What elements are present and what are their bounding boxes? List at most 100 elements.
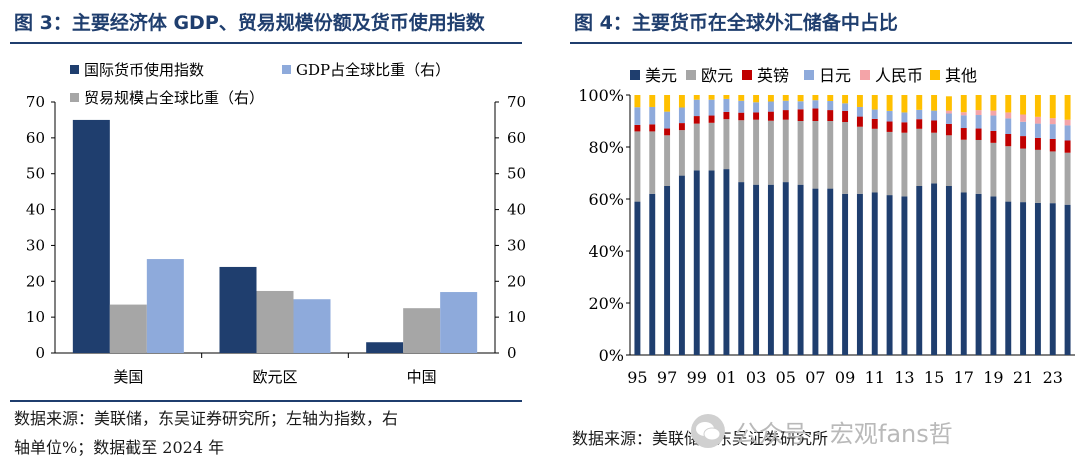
- bar-segment-欧元: [1064, 152, 1071, 205]
- bar-segment-美元: [916, 186, 923, 355]
- bar-segment-日元: [634, 107, 641, 125]
- right-y-tick-label: 10: [507, 308, 526, 326]
- right-y-tick-label: 30: [507, 236, 526, 254]
- legend-swatch-国际货币使用指数: [70, 65, 79, 74]
- legend-swatch-人民币: [860, 70, 870, 80]
- legend-label: 人民币: [875, 66, 923, 85]
- bar-segment-人民币: [1064, 119, 1071, 126]
- bar-segment-日元: [1064, 125, 1071, 141]
- bar-segment-英镑: [767, 111, 774, 121]
- bar-segment-欧元: [738, 120, 745, 183]
- bar-segment-日元: [753, 102, 760, 113]
- legend-label: 贸易规模占全球比重（右）: [84, 89, 264, 107]
- right-y-tick-label: 60: [507, 129, 526, 147]
- bar-segment-其他: [916, 95, 923, 110]
- bar-segment-日元: [901, 112, 908, 123]
- bar-segment-其他: [664, 95, 671, 112]
- bar-segment-其他: [856, 95, 863, 107]
- legend-label: 英镑: [757, 66, 789, 85]
- bar-segment-其他: [767, 95, 774, 102]
- x-tick-label: 03: [746, 368, 766, 387]
- bar-segment-美元: [767, 184, 774, 355]
- figure-3-source: 数据来源：美联储，东吴证券研究所；左轴为指数，右 轴单位%；数据截至 2024 …: [14, 404, 398, 462]
- bar-segment-欧元: [975, 139, 982, 194]
- x-tick-label: 95: [627, 368, 647, 387]
- legend-swatch-欧元: [686, 70, 696, 80]
- x-tick-label: 19: [983, 368, 1003, 387]
- bar-segment-英镑: [931, 120, 938, 133]
- bar-segment-日元: [1049, 124, 1056, 139]
- bar-segment-日元: [723, 98, 730, 112]
- bar-segment-美元: [797, 184, 804, 355]
- bar-segment-日元: [767, 101, 774, 112]
- x-tick-label: 01: [716, 368, 736, 387]
- left-y-tick-label: 10: [26, 308, 45, 326]
- bar-segment-日元: [738, 100, 745, 113]
- bar-segment-其他: [797, 95, 804, 102]
- y-tick-label: 0%: [599, 346, 624, 365]
- bar-segment-欧元: [1034, 149, 1041, 203]
- bar-segment-日元: [975, 115, 982, 129]
- x-tick-label: 21: [1013, 368, 1033, 387]
- bar-segment-欧元: [664, 135, 671, 186]
- bar-segment-英镑: [1020, 136, 1027, 149]
- bar-segment-其他: [708, 95, 715, 100]
- legend-label: GDP占全球比重（右）: [296, 61, 450, 79]
- bar-segment-日元: [812, 100, 819, 109]
- bar-segment-美元: [812, 188, 819, 355]
- bar-segment-其他: [901, 95, 908, 113]
- figure-4-chart: 0% 20% 40% 60% 80% 100% 95 97 99 01 03 05 07 09 11 13 15…: [578, 66, 1075, 387]
- bar-segment-美元: [649, 193, 656, 355]
- bar-segment-日元: [664, 111, 671, 129]
- bar-segment-英镑: [1049, 138, 1056, 152]
- bar-segment-美元: [827, 188, 834, 355]
- bar-segment-人民币: [960, 112, 967, 116]
- left-y-tick-label: 30: [26, 236, 45, 254]
- bar-segment-欧元: [1020, 148, 1027, 203]
- x-tick-label: 17: [954, 368, 974, 387]
- bar-segment-英镑: [1005, 134, 1012, 147]
- legend-label: 欧元: [701, 66, 733, 85]
- right-y-tick-label: 40: [507, 201, 526, 219]
- bar-segment-欧元: [1005, 146, 1012, 202]
- bar-segment-英镑: [856, 116, 863, 127]
- bar-segment-英镑: [842, 110, 849, 123]
- bar-segment-英镑: [812, 108, 819, 121]
- bar-segment-英镑: [990, 130, 997, 143]
- left-y-tick-label: 20: [26, 272, 45, 290]
- bar-segment-美元: [856, 193, 863, 355]
- bar-segment-英镑: [738, 112, 745, 121]
- bar-segment-英镑: [945, 123, 952, 136]
- bar-segment-其他: [723, 95, 730, 99]
- bar-segment-其他: [693, 95, 700, 100]
- bar-segment-日元: [886, 110, 893, 122]
- bar-segment-欧元: [723, 119, 730, 170]
- y-tick-label: 20%: [588, 294, 624, 313]
- bar-贸易规模占全球比重（右）: [256, 290, 294, 353]
- bar-segment-美元: [945, 186, 952, 355]
- bar-segment-英镑: [827, 110, 834, 121]
- bar-segment-其他: [945, 96, 952, 111]
- bar-segment-美元: [723, 169, 730, 355]
- bar-segment-英镑: [1034, 137, 1041, 150]
- bar-segment-日元: [693, 99, 700, 117]
- bar-segment-日元: [708, 99, 715, 116]
- bar-segment-其他: [782, 95, 789, 101]
- x-category-label: 欧元区: [252, 368, 297, 386]
- bar-segment-欧元: [634, 131, 641, 202]
- bar-segment-英镑: [871, 118, 878, 129]
- left-y-tick-label: 0: [35, 344, 45, 362]
- x-category-label: 中国: [407, 368, 437, 386]
- bar-segment-英镑: [649, 124, 656, 132]
- bar-segment-美元: [1034, 202, 1041, 355]
- bar-segment-日元: [945, 113, 952, 124]
- bar-segment-美元: [664, 186, 671, 355]
- figure-3-chart: 0 0 10 10 20 20 30 30 40 40 50 50 60 60 70 70 美国 欧元区 中国 国际货…: [26, 61, 526, 386]
- bar-segment-人民币: [1020, 114, 1027, 122]
- y-tick-label: 40%: [588, 242, 624, 261]
- bar-segment-欧元: [753, 119, 760, 185]
- figure-4-title-rule: [570, 42, 1072, 44]
- figure-3-panel: 图 3：主要经济体 GDP、贸易规模份额及货币使用指数 0 0 10 10 20 20 30…: [0, 0, 530, 471]
- bar-segment-美元: [886, 195, 893, 355]
- bar-segment-日元: [931, 110, 938, 121]
